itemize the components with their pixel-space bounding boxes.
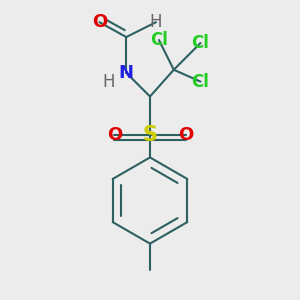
Text: H: H: [150, 13, 162, 31]
Text: O: O: [178, 126, 193, 144]
Text: H: H: [102, 73, 115, 91]
Text: Cl: Cl: [150, 31, 168, 49]
Text: Cl: Cl: [192, 34, 209, 52]
Text: O: O: [107, 126, 122, 144]
Text: Cl: Cl: [192, 73, 209, 91]
Text: N: N: [119, 64, 134, 82]
Text: O: O: [92, 13, 107, 31]
Text: S: S: [142, 125, 158, 145]
